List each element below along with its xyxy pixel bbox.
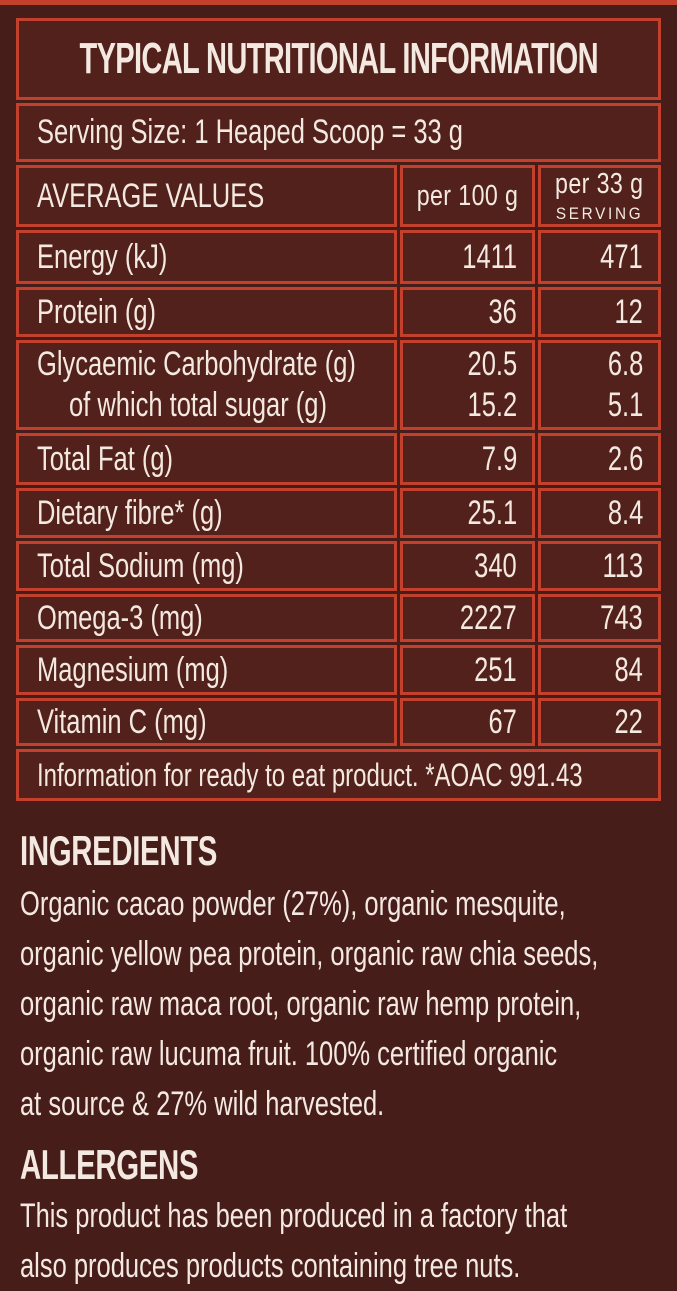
allergens-heading: ALLERGENS [20,1141,199,1188]
serving-size-text: Serving Size: 1 Heaped Scoop = 33 g [37,113,463,151]
row-value-per100g: 67 [400,698,535,746]
table-row: Omega-3 (mg) [16,594,397,642]
ingredients-text: Organic cacao powder (27%), organic mesq… [20,885,599,1123]
row-value-per100g: 1411 [400,230,535,284]
table-row: Dietary fibre* (g) [16,488,397,538]
row-label: Total Fat (g) [37,439,174,478]
row-value-per33g: 471 [538,230,661,284]
row-value-per33g: 84 [538,645,661,695]
row-label: Total Sodium (mg) [37,546,244,585]
row-value-per100g: 340 [400,541,535,591]
table-title-box: TYPICAL NUTRITIONAL INFORMATION [16,18,661,100]
header-per-33g-serving: per 33 g SERVING [538,165,661,227]
footnote-text: Information for ready to eat product. *A… [37,756,583,793]
row-sub-label: of which total sugar (g) [69,386,327,424]
allergens-section: ALLERGENS This product has been produced… [20,1143,657,1291]
row-label: Energy (kJ) [37,237,168,276]
header-average-values: AVERAGE VALUES [16,165,397,227]
table-row: Protein (g) [16,287,397,337]
row-value-per33g: 22 [538,698,661,746]
row-value-per100g: 2227 [400,594,535,642]
row-value-per33g: 743 [538,594,661,642]
row-value-per100g: 7.9 [400,433,535,485]
ingredients-heading: INGREDIENTS [20,827,218,874]
table-row: Glycaemic Carbohydrate (g) of which tota… [16,340,397,430]
row-value-per33g: 8.4 [538,488,661,538]
row-value-per33g: 113 [538,541,661,591]
row-label: Protein (g) [37,292,157,331]
row-value-per100g: 20.5 15.2 [400,340,535,430]
table-title: TYPICAL NUTRITIONAL INFORMATION [79,34,598,83]
row-label: Omega-3 (mg) [37,598,203,637]
table-row: Magnesium (mg) [16,645,397,695]
row-label: Magnesium (mg) [37,650,229,689]
footnote-row: Information for ready to eat product. *A… [16,749,661,801]
row-value-per33g: 12 [538,287,661,337]
header-per-100g: per 100 g [400,165,535,227]
row-label: Vitamin C (mg) [37,702,207,741]
row-value-per100g: 36 [400,287,535,337]
table-row: Vitamin C (mg) [16,698,397,746]
row-label: Glycaemic Carbohydrate (g) [37,345,356,383]
top-border-strip [0,0,677,5]
table-row: Total Sodium (mg) [16,541,397,591]
row-label: Dietary fibre* (g) [37,493,223,532]
nutrition-table: TYPICAL NUTRITIONAL INFORMATION Serving … [16,18,661,801]
row-value-per33g: 2.6 [538,433,661,485]
row-value-per100g: 25.1 [400,488,535,538]
serving-size-row: Serving Size: 1 Heaped Scoop = 33 g [16,103,661,162]
table-row: Total Fat (g) [16,433,397,485]
row-value-per33g: 6.8 5.1 [538,340,661,430]
table-row: Energy (kJ) [16,230,397,284]
allergens-text: This product has been produced in a fact… [20,1197,568,1285]
row-value-per100g: 251 [400,645,535,695]
ingredients-section: INGREDIENTS Organic cacao powder (27%), … [20,829,657,1129]
